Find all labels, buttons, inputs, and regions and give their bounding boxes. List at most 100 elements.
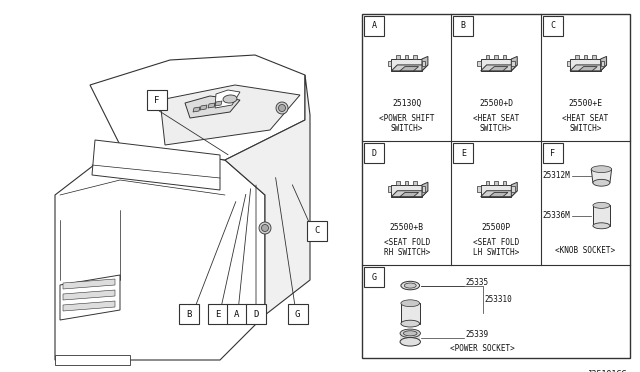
Polygon shape (570, 59, 600, 71)
Text: A: A (234, 310, 239, 319)
Text: 25339: 25339 (466, 330, 489, 339)
FancyBboxPatch shape (453, 16, 474, 36)
Text: <SEAT FOLD: <SEAT FOLD (383, 238, 430, 247)
Polygon shape (200, 105, 207, 110)
Polygon shape (63, 301, 115, 311)
Ellipse shape (223, 95, 237, 103)
Polygon shape (400, 192, 419, 197)
Polygon shape (494, 55, 498, 59)
Polygon shape (481, 191, 517, 197)
Text: <HEAT SEAT: <HEAT SEAT (562, 114, 609, 123)
Polygon shape (511, 61, 515, 66)
Text: 25335: 25335 (466, 278, 489, 287)
Circle shape (259, 222, 271, 234)
FancyBboxPatch shape (364, 143, 384, 163)
FancyBboxPatch shape (364, 16, 384, 36)
Polygon shape (215, 101, 222, 106)
Text: E: E (215, 310, 220, 319)
Text: LH SWITCH>: LH SWITCH> (473, 248, 519, 257)
Text: 25500+E: 25500+E (568, 99, 602, 108)
Polygon shape (92, 140, 220, 190)
Polygon shape (570, 65, 607, 71)
Polygon shape (400, 333, 420, 342)
Polygon shape (401, 303, 420, 324)
Polygon shape (503, 55, 506, 59)
Polygon shape (575, 55, 579, 59)
Polygon shape (405, 55, 408, 59)
Text: SWITCH>: SWITCH> (390, 124, 423, 133)
FancyBboxPatch shape (227, 304, 247, 324)
Polygon shape (591, 169, 612, 183)
Polygon shape (215, 90, 240, 108)
Text: F: F (550, 149, 555, 158)
Polygon shape (90, 55, 305, 160)
Polygon shape (593, 205, 610, 226)
Ellipse shape (401, 281, 420, 290)
Polygon shape (566, 61, 570, 66)
Text: <HEAT SEAT: <HEAT SEAT (473, 114, 519, 123)
Polygon shape (392, 65, 428, 71)
Text: G: G (371, 273, 376, 282)
Polygon shape (422, 182, 428, 197)
FancyBboxPatch shape (543, 16, 563, 36)
Polygon shape (600, 61, 604, 66)
Polygon shape (489, 192, 508, 197)
Text: <POWER SHIFT: <POWER SHIFT (379, 114, 435, 123)
Text: 25130Q: 25130Q (392, 99, 421, 108)
Text: 253310: 253310 (484, 295, 513, 304)
Polygon shape (486, 55, 489, 59)
Text: SWITCH>: SWITCH> (569, 124, 602, 133)
FancyBboxPatch shape (179, 304, 199, 324)
Polygon shape (413, 55, 417, 59)
Text: D: D (371, 149, 376, 158)
Text: C: C (550, 22, 555, 31)
Text: 25312M: 25312M (543, 171, 571, 180)
Text: <KNOB SOCKET>: <KNOB SOCKET> (556, 246, 616, 255)
Text: B: B (186, 310, 191, 319)
Ellipse shape (401, 320, 420, 327)
Polygon shape (494, 180, 498, 185)
Text: F: F (154, 96, 159, 105)
Ellipse shape (593, 202, 610, 208)
Polygon shape (185, 96, 240, 118)
Polygon shape (579, 67, 597, 71)
FancyBboxPatch shape (543, 143, 563, 163)
Text: <SEAT FOLD: <SEAT FOLD (473, 238, 519, 247)
Polygon shape (511, 57, 517, 71)
FancyBboxPatch shape (287, 304, 308, 324)
Circle shape (278, 105, 285, 112)
Text: D: D (253, 310, 259, 319)
Text: E: E (461, 149, 466, 158)
Polygon shape (489, 67, 508, 71)
Circle shape (276, 102, 288, 114)
Text: 25500+D: 25500+D (479, 99, 513, 108)
Text: SWITCH>: SWITCH> (480, 124, 512, 133)
Polygon shape (503, 180, 506, 185)
Text: 25500P: 25500P (481, 224, 511, 232)
Ellipse shape (404, 283, 416, 288)
Polygon shape (422, 61, 426, 66)
Polygon shape (396, 180, 400, 185)
Polygon shape (63, 290, 115, 300)
Polygon shape (63, 279, 115, 289)
Polygon shape (388, 186, 392, 192)
Polygon shape (422, 186, 426, 192)
Polygon shape (511, 186, 515, 192)
Polygon shape (481, 185, 511, 197)
Polygon shape (392, 191, 428, 197)
Polygon shape (592, 55, 596, 59)
Polygon shape (600, 57, 607, 71)
Polygon shape (396, 55, 400, 59)
Polygon shape (486, 180, 489, 185)
Polygon shape (413, 180, 417, 185)
Text: <POWER SOCKET>: <POWER SOCKET> (450, 344, 515, 353)
Polygon shape (511, 182, 517, 197)
Circle shape (262, 224, 269, 231)
Polygon shape (160, 85, 300, 145)
Ellipse shape (593, 179, 610, 186)
FancyBboxPatch shape (364, 267, 384, 287)
Polygon shape (388, 61, 392, 66)
Ellipse shape (591, 166, 612, 173)
Polygon shape (584, 55, 587, 59)
Polygon shape (481, 65, 517, 71)
